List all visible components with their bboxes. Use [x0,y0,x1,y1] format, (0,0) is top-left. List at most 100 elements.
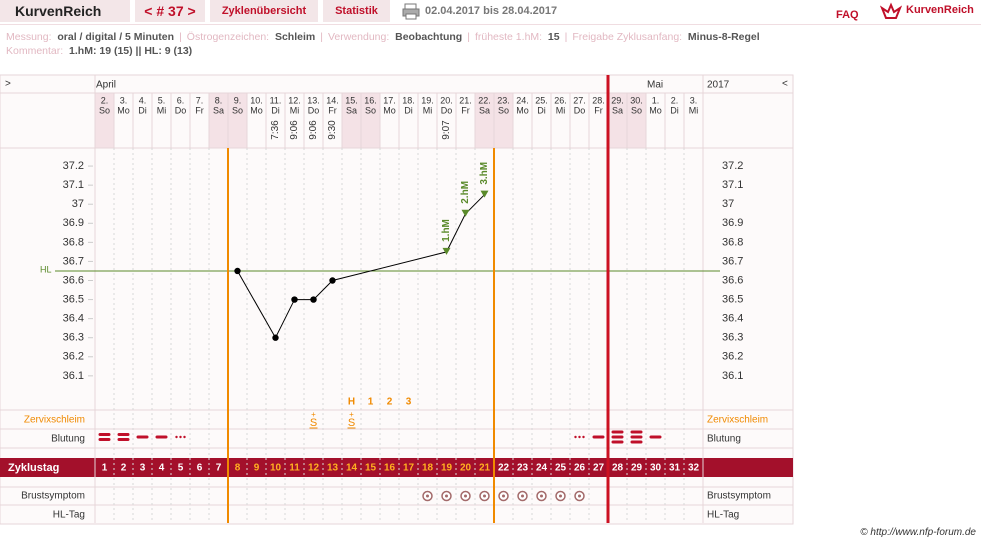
cycle-day-number: 5 [178,463,184,474]
cycle-day-number: 28 [612,463,624,474]
cycle-day-number: 2 [121,463,127,474]
breast-dot [578,494,581,498]
date-label: 24. [516,95,529,105]
weekday-label: Di [670,105,679,115]
info-label: Freigabe Zyklusanfang: [572,31,683,43]
date-label: 29. [611,95,624,105]
bleeding-mark [592,435,605,439]
bleeding-part [611,440,624,444]
bleeding-mark [611,430,624,444]
weekday-label: Mo [516,105,529,115]
nav-left: > [5,79,11,90]
weekday-label: Fr [461,105,470,115]
separator: | [179,31,182,43]
y-tick-label: 36.8 [722,236,743,248]
bleeding-part [611,430,624,434]
cycle-day-number: 1 [102,463,108,474]
cycle-day-number: 17 [403,463,415,474]
cycle-day-band [0,458,793,477]
cycle-day-number: 25 [555,463,567,474]
weekday-label: Do [441,105,453,115]
row-label: Zervixschleim [707,415,768,426]
temperature-point [442,247,451,255]
breast-dot [540,494,543,498]
separator: | [320,31,323,43]
cycle-nav[interactable]: < # 37 > [135,0,205,22]
tab[interactable]: Zyklenübersicht [210,0,318,22]
cycle-day-number: 9 [254,463,260,474]
info-label: Verwendung: [327,31,390,43]
y-tick-label: 36.4 [63,313,84,325]
bleeding-part [578,435,581,439]
weekend-shade [95,93,114,148]
mucus-symbol: S [310,417,317,429]
peak-label: 1 [368,397,374,408]
info-row: Messung: oral / digital / 5 Minuten | Östr… [6,30,760,44]
temperature-point [272,334,279,341]
temperature-point [329,277,336,284]
cycle-day-number: 6 [197,463,203,474]
info-label: Messung: [6,31,52,43]
bleeding-mark [117,433,130,441]
weekday-label: So [232,105,243,115]
nav-right: < [782,79,788,90]
cycle-day-number: 7 [216,463,222,474]
date-label: 9. [234,95,242,105]
row-label: Zervixschleim [24,415,85,426]
time-label: 7:36 [270,120,281,140]
date-label: 7. [196,95,204,105]
temperature-point [480,190,489,198]
weekday-label: Mo [649,105,662,115]
y-tick-label: 37.1 [722,179,743,191]
y-tick-label: 36.9 [63,217,84,229]
date-label: 26. [554,95,567,105]
date-label: 20. [440,95,453,105]
weekday-label: Mi [689,105,699,115]
bleeding-mark [574,435,585,439]
y-tick-label: 36.6 [63,274,84,286]
info-label: Östrogenzeichen: [186,31,270,43]
date-label: 17. [383,95,396,105]
weekday-label: So [631,105,642,115]
info-value: 15 [547,31,560,43]
weekday-label: Di [138,105,147,115]
cycle-day-number: 11 [289,463,300,474]
temperature-point [291,296,298,303]
date-label: 3. [690,95,698,105]
brand: KurvenReich [0,0,130,22]
bleeding-mark [630,430,643,444]
cycle-day-number: 20 [460,463,472,474]
date-label: 8. [215,95,223,105]
tab[interactable]: Statistik [323,0,390,22]
cycle-day-number: 18 [422,463,434,474]
y-tick-label: 36.3 [63,332,84,344]
faq-link[interactable]: FAQ [836,9,859,21]
cycle-day-number: 4 [159,463,165,474]
date-label: 3. [120,95,128,105]
peak-label: 2 [387,397,393,408]
weekend-shade [608,93,627,148]
date-label: 25. [535,95,548,105]
bleeding-part [117,433,130,436]
weekday-label: Fr [594,105,603,115]
date-label: 16. [364,95,377,105]
coverline-label: HL [40,264,52,274]
print-icon[interactable] [402,3,420,20]
y-tick-label: 36.2 [63,351,84,363]
info-row: Kommentar: 1.hM: 19 (15) || HL: 9 (13) [6,44,760,58]
info-value: Minus-8-Regel [687,31,760,43]
info-value: Beobachtung [395,31,463,43]
y-tick-label: 37 [72,198,84,210]
bleeding-part [574,435,577,439]
bleeding-part [136,435,149,439]
mucus-symbol: S [348,417,355,429]
date-label: 6. [177,95,185,105]
weekday-label: Mi [290,105,300,115]
weekday-label: So [365,105,376,115]
time-label: 9:06 [289,120,300,140]
breast-dot [464,494,467,498]
y-tick-label: 36.4 [722,313,743,325]
weekend-shade [209,93,228,148]
row-label: Zyklustag [8,462,59,474]
weekday-label: Mi [556,105,566,115]
